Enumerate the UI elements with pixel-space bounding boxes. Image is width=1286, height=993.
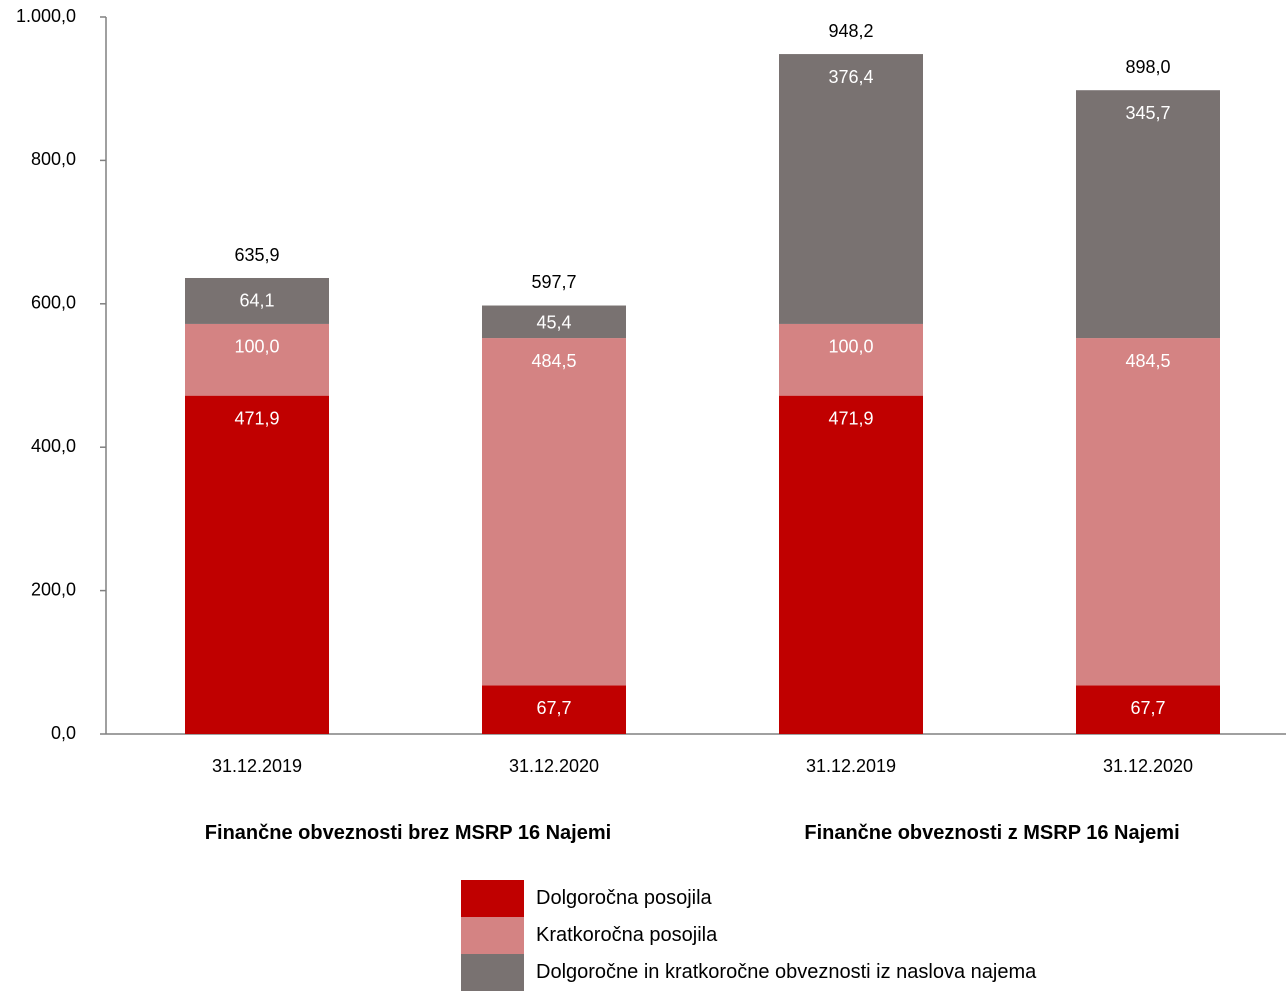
total-label: 635,9 [234, 245, 279, 265]
legend-swatch-short-term-loans [461, 917, 524, 954]
bar-segment [482, 685, 626, 734]
x-tick-label: 31.12.2019 [806, 756, 896, 776]
group-label-with-ifrs16: Finančne obveznosti z MSRP 16 Najemi [804, 822, 1180, 844]
bar-segment [185, 395, 329, 734]
x-tick-label: 31.12.2020 [1103, 756, 1193, 776]
data-label: 345,7 [1125, 103, 1170, 123]
data-label: 376,4 [828, 67, 873, 87]
data-label: 471,9 [828, 408, 873, 428]
data-label: 484,5 [531, 351, 576, 371]
bar-segment [1076, 338, 1220, 686]
bar-segment [779, 395, 923, 734]
total-label: 948,2 [828, 21, 873, 41]
total-label: 898,0 [1125, 57, 1170, 77]
bar-segment [779, 54, 923, 324]
y-tick-label: 200,0 [31, 579, 76, 599]
data-label: 45,4 [536, 313, 571, 333]
group-label-without-ifrs16: Finančne obveznosti brez MSRP 16 Najemi [204, 822, 612, 844]
legend: Dolgoročna posojila Kratkoročna posojila… [461, 880, 1036, 991]
bar-segment [779, 323, 923, 396]
stacked-bar-chart: 0,0 200,0 400,0 600,0 800,0 1.000,0 471,9 100,0… [16, 6, 1286, 776]
total-label: 597,7 [531, 272, 576, 292]
bar-segment [185, 277, 329, 324]
data-label: 67,7 [1130, 698, 1165, 718]
data-label: 64,1 [239, 291, 274, 311]
x-tick-label: 31.12.2019 [212, 756, 302, 776]
legend-label-long-term-loans: Dolgoročna posojila [536, 887, 712, 909]
legend-swatch-lease-liabilities [461, 954, 524, 991]
data-label: 471,9 [234, 408, 279, 428]
legend-swatch-long-term-loans [461, 880, 524, 917]
bar-segment [185, 323, 329, 396]
legend-label-short-term-loans: Kratkoročna posojila [536, 924, 718, 946]
legend-item-lease-liabilities: Dolgoročne in kratkoročne obveznosti iz … [461, 954, 1036, 991]
legend-item-short-term-loans: Kratkoročna posojila [461, 917, 1036, 954]
y-tick-label: 400,0 [31, 436, 76, 456]
y-tick-label: 800,0 [31, 149, 76, 169]
y-tick-label: 1.000,0 [16, 6, 76, 26]
data-label: 67,7 [536, 698, 571, 718]
data-label: 100,0 [234, 337, 279, 357]
y-tick-label: 0,0 [51, 723, 76, 743]
bar-segment [482, 305, 626, 339]
y-tick-label: 600,0 [31, 293, 76, 313]
x-tick-label: 31.12.2020 [509, 756, 599, 776]
data-label: 100,0 [828, 337, 873, 357]
legend-item-long-term-loans: Dolgoročna posojila [461, 880, 1036, 917]
legend-label-lease-liabilities: Dolgoročne in kratkoročne obveznosti iz … [536, 961, 1037, 983]
bar-segment [1076, 90, 1220, 339]
bar-segment [1076, 685, 1220, 734]
bar-segment [482, 338, 626, 686]
data-label: 484,5 [1125, 351, 1170, 371]
